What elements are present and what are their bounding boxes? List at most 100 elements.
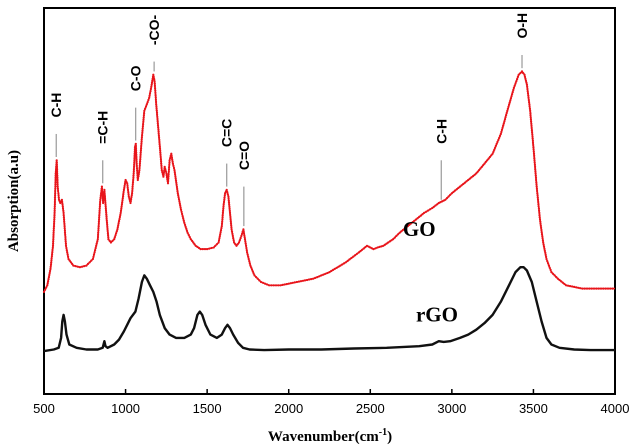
series-marker (444, 198, 447, 201)
series-marker (133, 159, 136, 162)
series-marker (585, 287, 589, 290)
series-marker (515, 80, 518, 83)
series-marker (308, 278, 311, 281)
series-marker (455, 188, 458, 191)
series-marker (497, 138, 500, 141)
series-marker (460, 184, 463, 187)
series-marker (179, 204, 182, 207)
series-marker (105, 219, 108, 222)
series-marker (250, 266, 253, 269)
series-marker (535, 181, 538, 184)
series-marker (105, 211, 108, 214)
series-marker (149, 90, 152, 93)
series-marker (47, 280, 50, 283)
series-marker (491, 152, 494, 155)
series-marker (208, 247, 211, 250)
series-marker (217, 241, 220, 244)
series-marker (193, 243, 196, 246)
series-marker (332, 268, 335, 271)
series-marker (182, 219, 185, 222)
series-marker (535, 187, 539, 190)
series-marker (131, 181, 135, 184)
series-marker (194, 244, 197, 247)
series-marker (177, 194, 180, 197)
series-marker (141, 129, 144, 132)
series-marker (90, 259, 93, 262)
series-marker (54, 185, 57, 188)
series-marker (71, 262, 74, 265)
series-marker (527, 96, 530, 99)
series-marker (258, 279, 261, 282)
series-marker (240, 234, 243, 237)
series-marker (83, 265, 86, 268)
series-marker (421, 213, 424, 216)
series-marker (561, 281, 564, 284)
series-marker (106, 229, 109, 233)
series-marker (47, 278, 50, 281)
series-marker (247, 257, 250, 261)
series-marker (575, 286, 578, 289)
series-marker (98, 211, 101, 214)
series-marker (551, 272, 555, 275)
series-marker (137, 173, 140, 176)
series-marker (119, 213, 122, 217)
series-marker (123, 182, 126, 186)
series-marker (107, 238, 110, 241)
series-marker (151, 79, 154, 82)
series-marker (217, 239, 221, 242)
series-marker (120, 205, 123, 208)
series-marker (476, 170, 479, 173)
series-marker (139, 155, 142, 159)
series-marker (272, 284, 275, 287)
series-marker (523, 75, 527, 78)
series-marker (65, 246, 68, 250)
series-marker (153, 84, 156, 87)
series-marker (540, 228, 543, 232)
series-marker (118, 218, 121, 221)
series-marker (346, 259, 349, 262)
series-label-rgo: rGO (416, 302, 458, 326)
series-marker (581, 287, 584, 290)
series-marker (222, 209, 225, 212)
series-marker (132, 172, 135, 175)
series-marker (144, 105, 148, 108)
series-marker (174, 179, 178, 182)
series-marker (333, 267, 336, 270)
series-marker (130, 196, 133, 199)
series-marker (376, 246, 379, 249)
series-marker (160, 164, 163, 167)
series-marker (52, 238, 55, 241)
series-marker (423, 211, 426, 214)
series-marker (52, 235, 55, 239)
series-marker (184, 225, 187, 228)
series-marker (60, 198, 64, 201)
series-marker (228, 203, 231, 206)
series-marker (52, 227, 55, 230)
series-marker (81, 265, 84, 268)
series-marker (534, 168, 537, 171)
series-marker (342, 262, 346, 265)
plot-frame (43, 7, 616, 395)
series-marker (177, 198, 181, 201)
series-marker (219, 231, 222, 234)
series-marker (176, 187, 179, 191)
series-marker (390, 239, 393, 242)
series-marker (116, 226, 119, 229)
series-marker (55, 161, 58, 164)
series-marker (63, 229, 66, 232)
x-tick-label-1: 1000 (111, 401, 140, 416)
series-marker (532, 150, 535, 153)
series-marker (56, 168, 59, 171)
series-marker (538, 218, 542, 221)
series-marker (413, 219, 416, 222)
series-marker (113, 238, 116, 241)
series-marker (527, 98, 530, 102)
series-marker (547, 264, 551, 267)
series-marker (226, 193, 229, 196)
series-marker (169, 157, 172, 160)
series-marker (157, 126, 160, 129)
series-marker (350, 256, 353, 260)
series-marker (135, 151, 138, 154)
series-marker (65, 249, 68, 252)
series-marker (535, 185, 538, 188)
